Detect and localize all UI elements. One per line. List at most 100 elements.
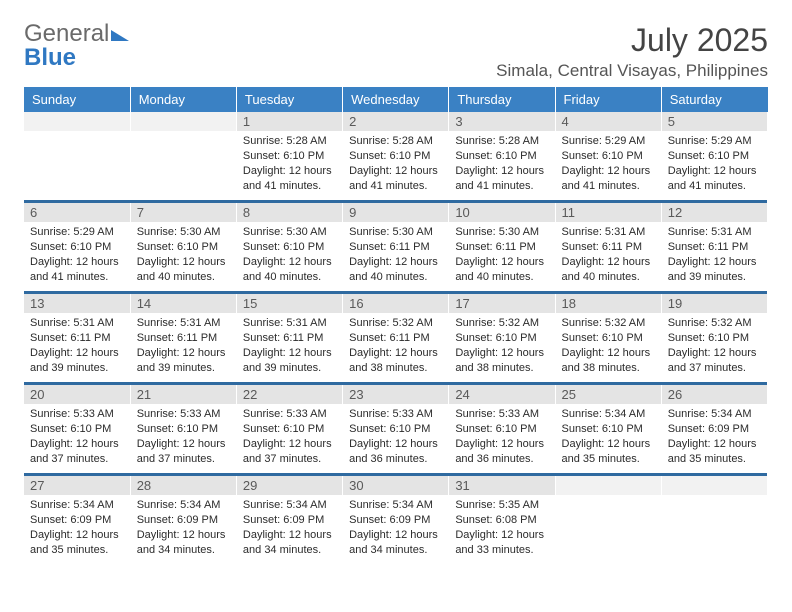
sunset-text: Sunset: 6:10 PM <box>137 422 230 437</box>
calendar-cell: 27Sunrise: 5:34 AMSunset: 6:09 PMDayligh… <box>24 476 130 564</box>
calendar-cell: 9Sunrise: 5:30 AMSunset: 6:11 PMDaylight… <box>343 203 449 291</box>
day-number: 15 <box>237 294 342 313</box>
day-number: 1 <box>237 112 342 131</box>
calendar-cell: 23Sunrise: 5:33 AMSunset: 6:10 PMDayligh… <box>343 385 449 473</box>
brand-line2: Blue <box>24 44 76 71</box>
calendar-week-row: 6Sunrise: 5:29 AMSunset: 6:10 PMDaylight… <box>24 203 768 291</box>
calendar-cell: 8Sunrise: 5:30 AMSunset: 6:10 PMDaylight… <box>236 203 342 291</box>
daylight-text: Daylight: 12 hours and 38 minutes. <box>349 346 442 376</box>
day-content: Sunrise: 5:34 AMSunset: 6:09 PMDaylight:… <box>343 495 448 561</box>
day-content: Sunrise: 5:33 AMSunset: 6:10 PMDaylight:… <box>237 404 342 470</box>
sunset-text: Sunset: 6:10 PM <box>455 149 548 164</box>
day-number: 19 <box>662 294 767 313</box>
sunrise-text: Sunrise: 5:32 AM <box>668 316 761 331</box>
weekday-header: Sunday <box>24 87 130 112</box>
calendar-week-row: 20Sunrise: 5:33 AMSunset: 6:10 PMDayligh… <box>24 385 768 473</box>
calendar-cell: 26Sunrise: 5:34 AMSunset: 6:09 PMDayligh… <box>661 385 767 473</box>
calendar-cell: 14Sunrise: 5:31 AMSunset: 6:11 PMDayligh… <box>130 294 236 382</box>
sunrise-text: Sunrise: 5:34 AM <box>668 407 761 422</box>
day-number: 18 <box>556 294 661 313</box>
sunrise-text: Sunrise: 5:30 AM <box>137 225 230 240</box>
day-number: 13 <box>24 294 130 313</box>
calendar-cell: 11Sunrise: 5:31 AMSunset: 6:11 PMDayligh… <box>555 203 661 291</box>
sunrise-text: Sunrise: 5:31 AM <box>243 316 336 331</box>
day-number: 2 <box>343 112 448 131</box>
location-text: Simala, Central Visayas, Philippines <box>496 61 768 81</box>
day-content: Sunrise: 5:34 AMSunset: 6:09 PMDaylight:… <box>237 495 342 561</box>
sunrise-text: Sunrise: 5:33 AM <box>455 407 548 422</box>
day-number <box>556 476 661 495</box>
daylight-text: Daylight: 12 hours and 41 minutes. <box>455 164 548 194</box>
calendar-cell: 4Sunrise: 5:29 AMSunset: 6:10 PMDaylight… <box>555 112 661 200</box>
calendar-week-row: 27 Sunrise: 5:34 AMSunset: 6:09 PMDayligh… <box>24 476 768 564</box>
daylight-text: Daylight: 12 hours and 40 minutes. <box>455 255 548 285</box>
day-content: Sunrise: 5:31 AMSunset: 6:11 PMDaylight:… <box>237 313 342 379</box>
sunrise-text: Sunrise: 5:30 AM <box>243 225 336 240</box>
calendar-cell <box>130 112 236 200</box>
sunrise-text: Sunrise: 5:34 AM <box>562 407 655 422</box>
day-number: 27 <box>24 476 130 495</box>
sunrise-text: Sunrise: 5:34 AM <box>243 498 336 513</box>
brand-logo: General Blue <box>24 22 129 70</box>
calendar-cell: 30Sunrise: 5:34 AMSunset: 6:09 PMDayligh… <box>343 476 449 564</box>
day-number: 28 <box>131 476 236 495</box>
sunrise-text: Sunrise: 5:31 AM <box>137 316 230 331</box>
daylight-text: Daylight: 12 hours and 37 minutes. <box>668 346 761 376</box>
calendar-cell: 7Sunrise: 5:30 AMSunset: 6:10 PMDaylight… <box>130 203 236 291</box>
day-number <box>662 476 767 495</box>
sunrise-text: Sunrise: 5:31 AM <box>30 316 124 331</box>
calendar-head: SundayMondayTuesdayWednesdayThursdayFrid… <box>24 87 768 112</box>
day-content: Sunrise: 5:33 AMSunset: 6:10 PMDaylight:… <box>131 404 236 470</box>
day-number: 29 <box>237 476 342 495</box>
daylight-text: Daylight: 12 hours and 41 minutes. <box>243 164 336 194</box>
daylight-text: Daylight: 12 hours and 39 minutes. <box>137 346 230 376</box>
day-number: 10 <box>449 203 554 222</box>
sunset-text: Sunset: 6:10 PM <box>668 331 761 346</box>
daylight-text: Daylight: 12 hours and 38 minutes. <box>455 346 548 376</box>
calendar-page: General Blue July 2025 Simala, Central V… <box>0 0 792 586</box>
day-number: 31 <box>449 476 554 495</box>
sunset-text: Sunset: 6:11 PM <box>668 240 761 255</box>
sunset-text: Sunset: 6:10 PM <box>243 422 336 437</box>
daylight-text: Daylight: 12 hours and 37 minutes. <box>137 437 230 467</box>
day-number: 6 <box>24 203 130 222</box>
calendar-cell: 10Sunrise: 5:30 AMSunset: 6:11 PMDayligh… <box>449 203 555 291</box>
sunset-text: Sunset: 6:09 PM <box>243 513 336 528</box>
day-content: Sunrise: 5:34 AMSunset: 6:10 PMDaylight:… <box>556 404 661 470</box>
day-content: Sunrise: 5:31 AMSunset: 6:11 PMDaylight:… <box>24 313 130 379</box>
day-number: 20 <box>24 385 130 404</box>
brand-text: General Blue <box>24 22 129 70</box>
day-number <box>24 112 130 131</box>
sunset-text: Sunset: 6:10 PM <box>137 240 230 255</box>
day-number <box>131 112 236 131</box>
sunset-text: Sunset: 6:10 PM <box>30 240 124 255</box>
daylight-text: Daylight: 12 hours and 37 minutes. <box>30 437 124 467</box>
calendar-cell: 17Sunrise: 5:32 AMSunset: 6:10 PMDayligh… <box>449 294 555 382</box>
sunrise-text: Sunrise: 5:30 AM <box>455 225 548 240</box>
day-number: 25 <box>556 385 661 404</box>
daylight-text: Daylight: 12 hours and 39 minutes. <box>30 346 124 376</box>
sunrise-text: Sunrise: 5:32 AM <box>562 316 655 331</box>
daylight-text: Daylight: 12 hours and 38 minutes. <box>562 346 655 376</box>
daylight-text: Daylight: 12 hours and 40 minutes. <box>137 255 230 285</box>
day-content: Sunrise: 5:33 AMSunset: 6:10 PMDaylight:… <box>24 404 130 470</box>
day-content: Sunrise: 5:33 AMSunset: 6:10 PMDaylight:… <box>449 404 554 470</box>
daylight-text: Daylight: 12 hours and 40 minutes. <box>562 255 655 285</box>
calendar-cell: 15Sunrise: 5:31 AMSunset: 6:11 PMDayligh… <box>236 294 342 382</box>
sunset-text: Sunset: 6:09 PM <box>668 422 761 437</box>
day-content: Sunrise: 5:29 AMSunset: 6:10 PMDaylight:… <box>556 131 661 197</box>
sunrise-text: Sunrise: 5:28 AM <box>349 134 442 149</box>
calendar-cell: 31Sunrise: 5:35 AMSunset: 6:08 PMDayligh… <box>449 476 555 564</box>
daylight-text: Daylight: 12 hours and 39 minutes. <box>668 255 761 285</box>
day-content: Sunrise: 5:28 AMSunset: 6:10 PMDaylight:… <box>237 131 342 197</box>
sunset-text: Sunset: 6:10 PM <box>668 149 761 164</box>
brand-line1: General <box>24 20 109 47</box>
sunset-text: Sunset: 6:11 PM <box>137 331 230 346</box>
day-content: Sunrise: 5:31 AMSunset: 6:11 PMDaylight:… <box>131 313 236 379</box>
day-number: 22 <box>237 385 342 404</box>
sunset-text: Sunset: 6:10 PM <box>243 240 336 255</box>
weekday-header: Friday <box>555 87 661 112</box>
sunset-text: Sunset: 6:10 PM <box>562 422 655 437</box>
calendar-cell: 29Sunrise: 5:34 AMSunset: 6:09 PMDayligh… <box>236 476 342 564</box>
calendar-cell: 28Sunrise: 5:34 AMSunset: 6:09 PMDayligh… <box>130 476 236 564</box>
